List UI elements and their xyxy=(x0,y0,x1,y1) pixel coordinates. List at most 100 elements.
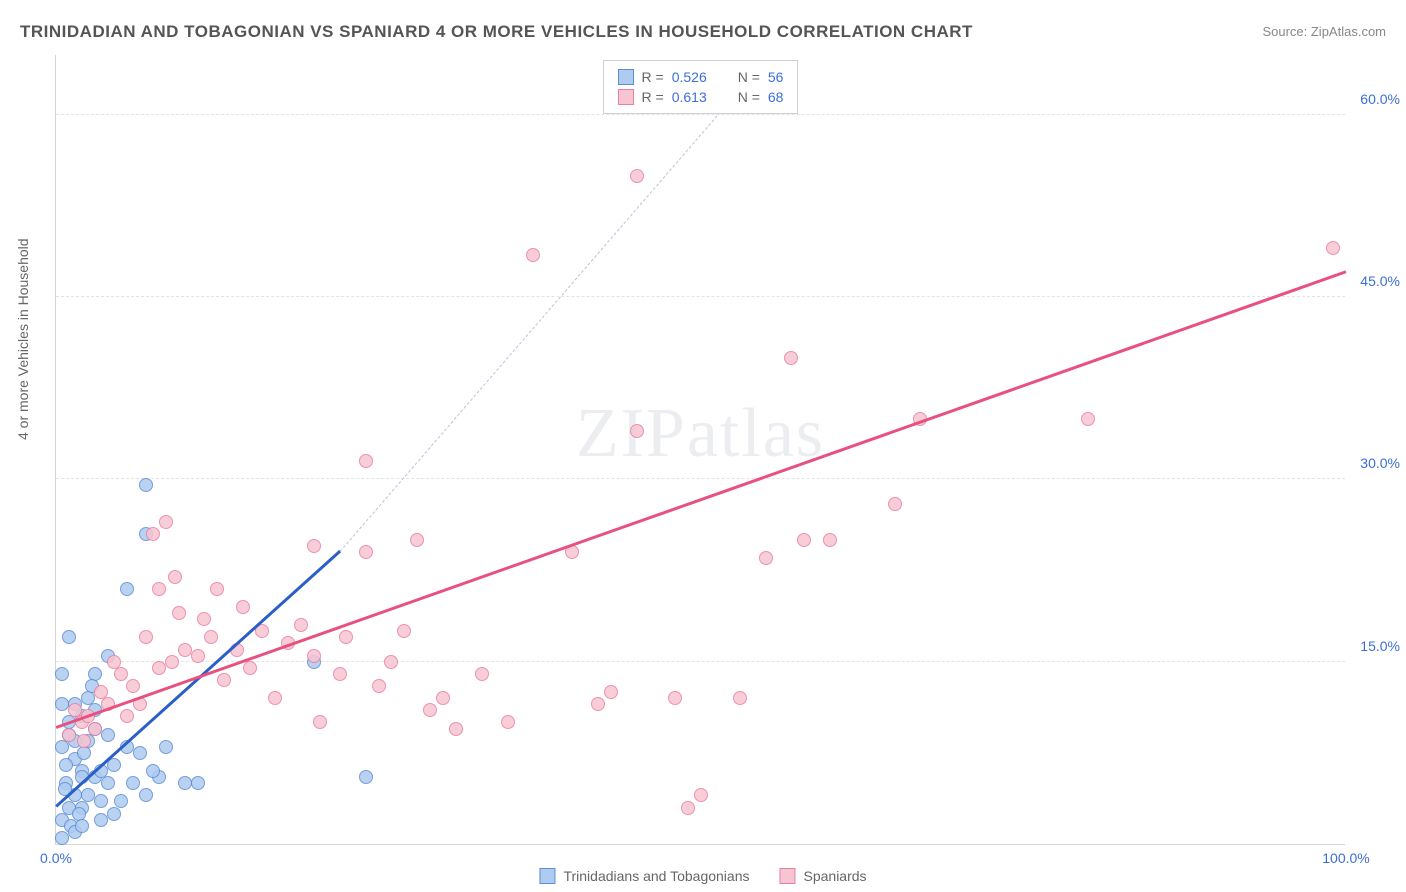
scatter-point xyxy=(59,758,73,772)
legend-row: R = 0.526 N = 56 xyxy=(618,67,784,87)
legend-n-value: 56 xyxy=(768,69,784,85)
scatter-point xyxy=(313,715,327,729)
scatter-point xyxy=(784,351,798,365)
legend-r-value: 0.613 xyxy=(672,89,722,105)
scatter-point xyxy=(77,734,91,748)
scatter-point xyxy=(101,728,115,742)
scatter-point xyxy=(94,813,108,827)
legend-r-value: 0.526 xyxy=(672,69,722,85)
scatter-point xyxy=(75,819,89,833)
scatter-point xyxy=(204,630,218,644)
scatter-point xyxy=(591,697,605,711)
scatter-point xyxy=(146,527,160,541)
scatter-point xyxy=(81,691,95,705)
legend-r-label: R = xyxy=(642,69,664,85)
scatter-point xyxy=(294,618,308,632)
scatter-point xyxy=(668,691,682,705)
scatter-point xyxy=(197,612,211,626)
scatter-point xyxy=(94,794,108,808)
legend-label: Spaniards xyxy=(803,868,866,884)
scatter-point xyxy=(359,770,373,784)
scatter-point xyxy=(681,801,695,815)
scatter-point xyxy=(630,169,644,183)
scatter-point xyxy=(55,697,69,711)
legend-swatch xyxy=(539,868,555,884)
scatter-point xyxy=(139,478,153,492)
y-axis-label: 4 or more Vehicles in Household xyxy=(15,238,31,440)
bottom-legend: Trinidadians and Tobagonians Spaniards xyxy=(539,868,866,884)
source-label: Source: ZipAtlas.com xyxy=(1262,24,1386,39)
scatter-point xyxy=(139,788,153,802)
scatter-point xyxy=(191,649,205,663)
scatter-point xyxy=(243,661,257,675)
bottom-legend-item: Trinidadians and Tobagonians xyxy=(539,868,749,884)
x-tick-label: 100.0% xyxy=(1322,850,1369,866)
trend-line xyxy=(339,90,740,552)
scatter-point xyxy=(55,740,69,754)
scatter-point xyxy=(236,600,250,614)
bottom-legend-item: Spaniards xyxy=(779,868,866,884)
scatter-point xyxy=(475,667,489,681)
chart-title: TRINIDADIAN AND TOBAGONIAN VS SPANIARD 4… xyxy=(20,22,973,42)
scatter-point xyxy=(888,497,902,511)
scatter-point xyxy=(1326,241,1340,255)
scatter-point xyxy=(68,703,82,717)
scatter-point xyxy=(172,606,186,620)
scatter-point xyxy=(88,722,102,736)
watermark: ZIPatlas xyxy=(576,394,825,474)
scatter-point xyxy=(733,691,747,705)
scatter-point xyxy=(797,533,811,547)
scatter-point xyxy=(168,570,182,584)
scatter-point xyxy=(126,776,140,790)
scatter-point xyxy=(120,709,134,723)
scatter-point xyxy=(630,424,644,438)
scatter-point xyxy=(449,722,463,736)
legend-swatch xyxy=(618,89,634,105)
scatter-point xyxy=(101,776,115,790)
scatter-point xyxy=(126,679,140,693)
gridline xyxy=(56,296,1345,297)
scatter-point xyxy=(55,831,69,845)
scatter-point xyxy=(333,667,347,681)
chart-plot-area: ZIPatlas 15.0%30.0%45.0%60.0%0.0%100.0%R… xyxy=(55,55,1345,845)
scatter-point xyxy=(94,685,108,699)
scatter-point xyxy=(410,533,424,547)
y-tick-label: 15.0% xyxy=(1360,638,1400,654)
scatter-point xyxy=(77,746,91,760)
scatter-point xyxy=(133,746,147,760)
scatter-point xyxy=(178,643,192,657)
scatter-point xyxy=(210,582,224,596)
scatter-point xyxy=(114,667,128,681)
scatter-point xyxy=(120,582,134,596)
scatter-point xyxy=(307,539,321,553)
correlation-legend: R =0.526N =56R =0.613N =68 xyxy=(603,60,799,114)
y-tick-label: 45.0% xyxy=(1360,273,1400,289)
scatter-point xyxy=(384,655,398,669)
scatter-point xyxy=(307,649,321,663)
legend-n-label: N = xyxy=(738,89,760,105)
scatter-point xyxy=(359,454,373,468)
scatter-point xyxy=(139,630,153,644)
scatter-point xyxy=(359,545,373,559)
legend-r-label: R = xyxy=(642,89,664,105)
y-tick-label: 30.0% xyxy=(1360,455,1400,471)
scatter-point xyxy=(372,679,386,693)
scatter-point xyxy=(146,764,160,778)
scatter-point xyxy=(436,691,450,705)
scatter-point xyxy=(178,776,192,790)
scatter-point xyxy=(217,673,231,687)
legend-n-label: N = xyxy=(738,69,760,85)
scatter-point xyxy=(165,655,179,669)
scatter-point xyxy=(397,624,411,638)
scatter-point xyxy=(339,630,353,644)
legend-swatch xyxy=(618,69,634,85)
scatter-point xyxy=(423,703,437,717)
scatter-point xyxy=(604,685,618,699)
scatter-point xyxy=(191,776,205,790)
scatter-point xyxy=(62,630,76,644)
x-tick-label: 0.0% xyxy=(40,850,72,866)
scatter-point xyxy=(1081,412,1095,426)
scatter-point xyxy=(268,691,282,705)
scatter-point xyxy=(526,248,540,262)
scatter-point xyxy=(823,533,837,547)
